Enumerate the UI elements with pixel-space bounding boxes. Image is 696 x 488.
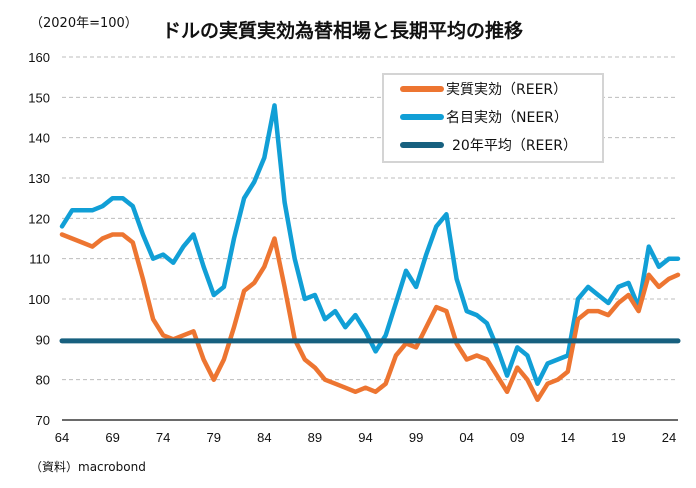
- y-tick-label: 140: [28, 131, 50, 146]
- legend-item-avg: 20年平均（REER）: [400, 135, 577, 155]
- y-tick-label: 120: [28, 211, 50, 226]
- series-reer-line: [59, 232, 681, 403]
- y-tick-label: 70: [36, 413, 50, 428]
- legend-swatch-reer: [400, 86, 444, 92]
- x-axis-ticks: 64 69 74 79 84 89 94 99 04 09 14 19 24: [55, 430, 676, 445]
- x-tick-label: 04: [459, 430, 473, 445]
- x-tick-label: 69: [105, 430, 119, 445]
- chart-title: ドルの実質実効為替相場と長期平均の推移: [162, 20, 524, 42]
- legend-label-avg: 20年平均（REER）: [452, 138, 577, 154]
- y-axis-ticks: 70 80 90 100 110 120 130 140 150 160: [28, 50, 50, 428]
- x-tick-label: 89: [308, 430, 322, 445]
- y-tick-label: 160: [28, 50, 50, 65]
- y-tick-label: 150: [28, 90, 50, 105]
- x-tick-label: 79: [207, 430, 221, 445]
- source-note: （資料）macrobond: [30, 460, 146, 474]
- legend-item-neer: 名目実効（NEER）: [400, 107, 568, 127]
- x-tick-label: 19: [611, 430, 625, 445]
- x-tick-label: 09: [510, 430, 524, 445]
- x-tick-label: 84: [257, 430, 271, 445]
- x-tick-label: 14: [561, 430, 575, 445]
- unit-label: （2020年=100）: [30, 16, 138, 31]
- series-lines: [59, 103, 681, 403]
- legend-label-reer: 実質実効（REER）: [446, 82, 568, 98]
- x-tick-label: 94: [358, 430, 372, 445]
- y-tick-label: 110: [29, 252, 50, 267]
- y-tick-label: 100: [28, 292, 50, 307]
- legend-label-neer: 名目実効（NEER）: [446, 110, 568, 126]
- x-tick-label: 99: [409, 430, 423, 445]
- legend-swatch-avg: [400, 142, 444, 148]
- legend: 実質実効（REER） 名目実効（NEER） 20年平均（REER）: [382, 73, 604, 163]
- y-tick-label: 80: [36, 373, 50, 388]
- y-tick-label: 90: [36, 332, 50, 347]
- y-tick-label: 130: [28, 171, 50, 186]
- legend-item-reer: 実質実効（REER）: [400, 79, 567, 99]
- x-tick-label: 64: [55, 430, 69, 445]
- x-tick-label: 24: [662, 430, 676, 445]
- x-tick-label: 74: [156, 430, 170, 445]
- legend-swatch-neer: [400, 114, 444, 120]
